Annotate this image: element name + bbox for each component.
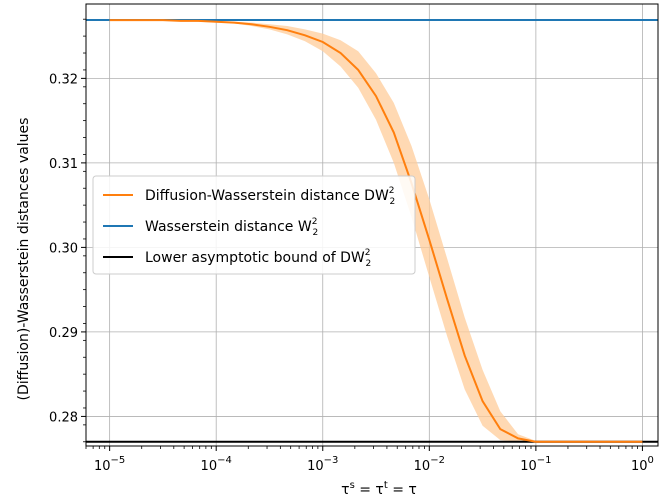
- legend-entry-lower-bound: Lower asymptotic bound of DW2 2: [145, 248, 371, 269]
- dw-confidence-band: [109, 20, 643, 442]
- y-tick-label: 0.29: [49, 326, 78, 341]
- x-tick-label: 100: [631, 455, 654, 474]
- x-tick-label: 10−4: [201, 455, 232, 474]
- legend-entry-wasserstein: Wasserstein distance W2 2: [145, 217, 318, 238]
- x-tick-label: 10−3: [307, 455, 338, 474]
- y-tick-label: 0.28: [49, 410, 78, 425]
- y-tick-label: 0.32: [49, 72, 78, 87]
- x-tick-label: 10−5: [94, 455, 125, 474]
- legend-entry-diffusion-wasserstein: Diffusion-Wasserstein distance DW2 2: [145, 186, 395, 207]
- y-tick-label: 0.30: [49, 241, 78, 256]
- legend: Diffusion-Wasserstein distance DW2 2 Wasse…: [92, 175, 416, 275]
- legend-box: [92, 175, 416, 275]
- tick-labels: 10−5 10−4 10−3 10−2 10−1 100 0.28 0.29 0.30 0.31 0…: [49, 72, 654, 474]
- y-tick-label: 0.31: [49, 157, 78, 172]
- diffusion-wasserstein-line: [109, 19, 643, 443]
- axis-ticks: [81, 18, 643, 451]
- plot-frame: [85, 3, 659, 447]
- y-axis-label: (Diffusion)-Wasserstein distances values: [16, 118, 32, 401]
- x-tick-label: 10−1: [520, 455, 551, 474]
- x-axis-label: τs = τt = τ: [341, 480, 417, 498]
- x-tick-label: 10−2: [414, 455, 445, 474]
